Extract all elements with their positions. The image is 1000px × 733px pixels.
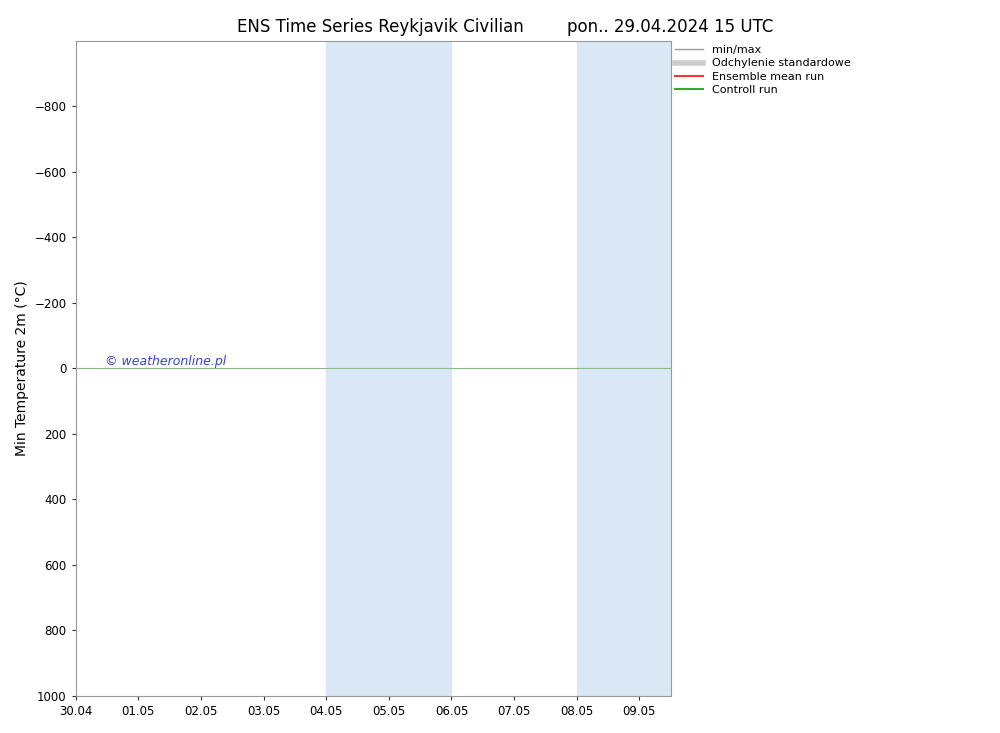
Text: © weatheronline.pl: © weatheronline.pl: [105, 356, 227, 368]
Bar: [358, 40, 451, 696]
Text: ENS Time Series Reykjavik Civilian: ENS Time Series Reykjavik Civilian: [237, 18, 523, 37]
Legend: min/max, Odchylenie standardowe, Ensemble mean run, Controll run: min/max, Odchylenie standardowe, Ensembl…: [671, 40, 855, 100]
Y-axis label: Min Temperature 2m (°C): Min Temperature 2m (°C): [15, 281, 29, 456]
Bar: [608, 40, 671, 696]
Bar: [326, 40, 358, 696]
Text: pon.. 29.04.2024 15 UTC: pon.. 29.04.2024 15 UTC: [567, 18, 773, 37]
Bar: [577, 40, 608, 696]
